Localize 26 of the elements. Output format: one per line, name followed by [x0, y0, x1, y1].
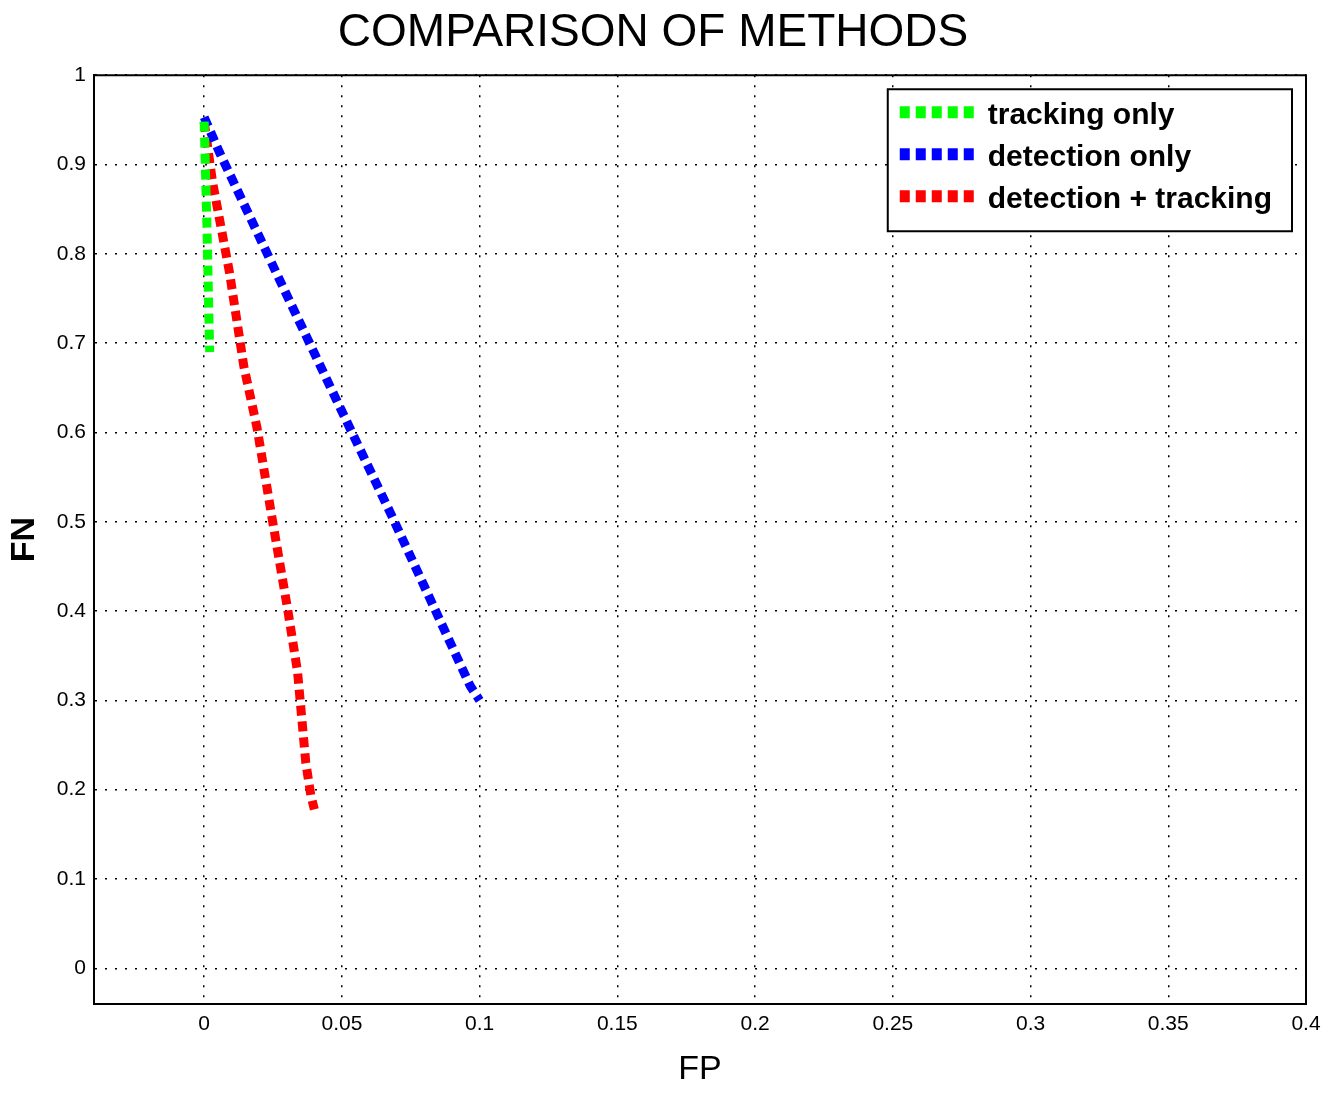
x-tick-label: 0.1 [465, 1011, 495, 1035]
y-tick-label: 0.4 [56, 597, 87, 621]
legend-label: detection + tracking [987, 181, 1273, 215]
y-tick-label: 0.3 [56, 687, 86, 711]
x-axis-title: FP [678, 1047, 722, 1086]
x-tick-label: 0.2 [740, 1011, 770, 1035]
y-tick-label: 0 [74, 955, 86, 979]
y-axis-title: FN [2, 516, 41, 563]
chart-title: COMPARISON OF METHODS [337, 4, 969, 57]
x-tick-label: 0 [198, 1011, 211, 1035]
x-tick-label: 0.05 [321, 1011, 363, 1035]
y-tick-label: 0.6 [56, 419, 86, 443]
legend-label: tracking only [987, 97, 1175, 131]
y-tick-label: 0.7 [56, 329, 86, 353]
y-tick-label: 0.8 [56, 240, 86, 264]
y-tick-label: 0.1 [56, 865, 86, 889]
y-tick-label: 0.5 [56, 508, 86, 532]
y-tick-label: 1 [74, 62, 86, 85]
x-tick-label: 0.35 [1147, 1011, 1189, 1035]
y-tick-label: 0.2 [56, 776, 86, 800]
x-tick-label: 0.25 [872, 1011, 914, 1035]
legend-label: detection only [987, 139, 1192, 173]
x-tick-label: 0.15 [596, 1011, 638, 1035]
x-tick-label: 0.4 [1291, 1011, 1321, 1035]
x-tick-label: 0.3 [1015, 1011, 1046, 1035]
y-tick-label: 0.9 [56, 151, 86, 175]
